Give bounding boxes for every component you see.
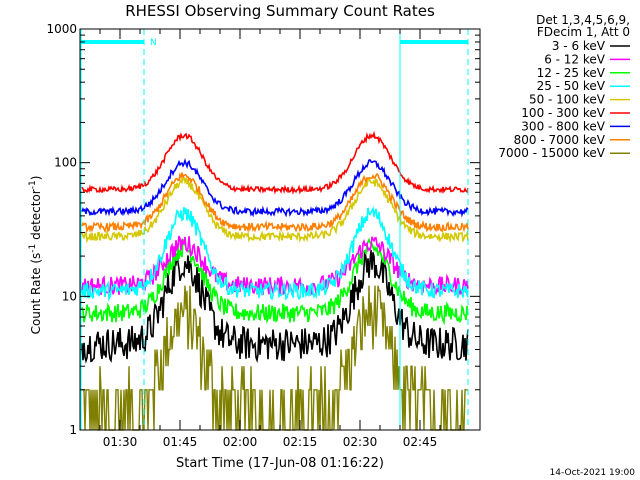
x-axis-label: Start Time (17-Jun-08 01:16:22) [176, 456, 384, 471]
series-100-300kev [81, 130, 469, 196]
annotation-layer: N [80, 29, 469, 430]
legend-entry-label: 7000 - 15000 keV [498, 146, 605, 160]
y-tick-label: 1000 [46, 22, 77, 36]
plot-frame [79, 28, 481, 431]
y-tick-label: 10 [62, 289, 77, 303]
series-25-50kev [81, 205, 469, 302]
legend-entry-label: 50 - 100 keV [529, 93, 606, 107]
y-tick-label: 1 [69, 423, 77, 437]
footer-timestamp: 14-Oct-2021 19:00 [550, 468, 636, 478]
series-12-25kev [81, 237, 469, 326]
x-tick-label: 01:30 [103, 435, 138, 449]
legend-entry-label: 12 - 25 keV [537, 66, 606, 80]
legend-header-line: Det 1,3,4,5,6,9, [536, 13, 630, 27]
legend-entry-label: 300 - 800 keV [521, 119, 605, 133]
legend-entry-label: 25 - 50 keV [537, 79, 606, 93]
series-800-7000kev [81, 172, 469, 234]
legend-entry-label: 3 - 6 keV [552, 39, 606, 53]
x-tick-label: 02:00 [223, 435, 258, 449]
night-label: N [150, 38, 157, 48]
series-300-800kev [81, 157, 469, 218]
chart-title: RHESSI Observing Summary Count Rates [125, 2, 435, 20]
legend: Det 1,3,4,5,6,9,FDecim 1, Att 03 - 6 keV… [498, 13, 630, 160]
series-50-100kev [81, 176, 469, 244]
x-tick-label: 02:30 [343, 435, 378, 449]
x-tick-label: 01:45 [163, 435, 198, 449]
series-layer [81, 130, 469, 431]
axes-layer: 1 10 100 1000 01:30 01:45 02:00 02:15 02:30 02:45 [46, 22, 481, 449]
y-tick-label: 100 [54, 156, 77, 170]
series-3-6kev [81, 249, 469, 364]
x-tick-label: 02:15 [283, 435, 318, 449]
legend-entry-label: 800 - 7000 keV [514, 133, 606, 147]
legend-header-line: FDecim 1, Att 0 [537, 25, 630, 39]
legend-entry-label: 100 - 300 keV [521, 106, 605, 120]
legend-entry-label: 6 - 12 keV [544, 52, 606, 66]
y-axis-label: Count Rate (s-1 detector-1) [28, 176, 43, 335]
x-tick-label: 02:45 [403, 435, 438, 449]
